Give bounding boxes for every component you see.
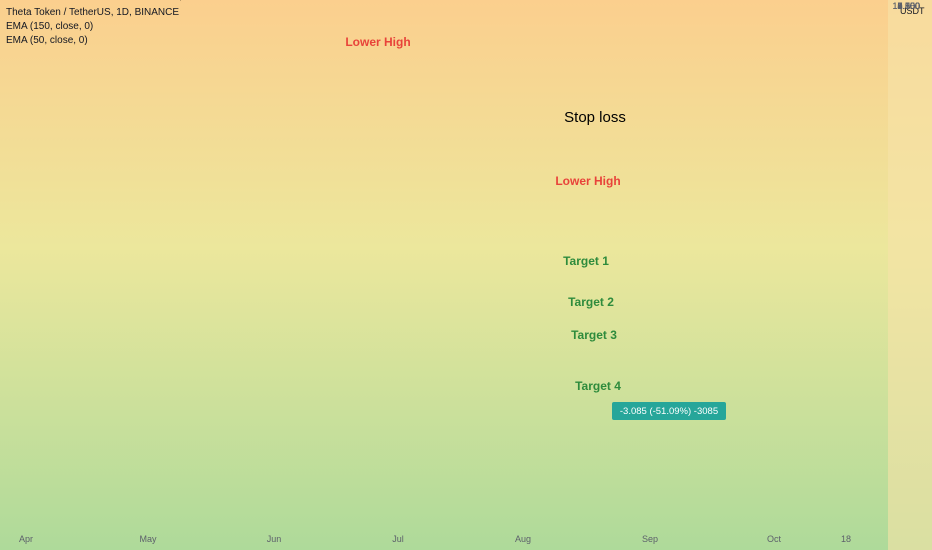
price-tick-label: 5.500 [897, 1, 920, 11]
level-label: Target 3 [571, 328, 617, 342]
time-tick-label: Aug [515, 534, 531, 544]
time-tick-label: May [139, 534, 157, 544]
price-tick-label: 2.800 [897, 1, 920, 11]
legend: Theta Token / TetherUS, 1D, BINANCE EMA … [6, 6, 179, 48]
drawings: -3.085 (-51.09%) -3085 [180, 0, 726, 420]
price-axis-ticks: 12.00010.5009.5008.5007.3006.5005.5004.9… [892, 1, 920, 11]
time-tick-label: 18 [841, 534, 851, 544]
time-tick-label: Oct [767, 534, 782, 544]
level-label: Lower High [555, 174, 620, 188]
level-label: Target 4 [575, 379, 621, 393]
price-tick-label: 8.500 [897, 1, 920, 11]
price-tick-label: 9.500 [897, 1, 920, 11]
price-axis-unit: USDT [900, 6, 925, 16]
price-tick-label: 6.500 [897, 1, 920, 11]
measure-badge [612, 402, 726, 420]
time-tick-label: Apr [19, 534, 33, 544]
price-tick-label: 4.300 [897, 1, 920, 11]
time-tick-label: Sep [642, 534, 658, 544]
level-label: Target 2 [568, 295, 614, 309]
level-label: Target 1 [563, 254, 609, 268]
level-label: Lower High [345, 35, 410, 49]
legend-ema150: EMA (150, close, 0) [6, 21, 94, 32]
measure-label: -3.085 (-51.09%) -3085 [620, 406, 718, 417]
time-axis[interactable]: Apr May Jun Jul Aug Sep Oct 18 [19, 534, 851, 544]
time-tick-label: Jul [392, 534, 404, 544]
levels: Lower High Stop loss Lower High Target 1 Tar… [345, 35, 626, 393]
time-tick-label: Jun [267, 534, 282, 544]
chart-title: Theta Token / TetherUS, 1D, BINANCE [6, 7, 180, 18]
price-tick-label: 2.550 [897, 1, 920, 11]
price-tick-label: 2.300 [897, 1, 920, 11]
price-axis[interactable] [888, 0, 932, 550]
price-tick-label: 4.900 [897, 1, 920, 11]
level-label: Stop loss [564, 109, 626, 126]
price-tick-label: 3.100 [897, 1, 920, 11]
price-tick-label: 12.000 [892, 1, 920, 11]
price-tick-label: 1.900 [897, 1, 920, 11]
price-tick-label: 10.500 [892, 1, 920, 11]
legend-ema50: EMA (50, close, 0) [6, 35, 88, 46]
price-tick-label: 7.300 [897, 1, 920, 11]
price-tick-label: 2.100 [897, 1, 920, 11]
